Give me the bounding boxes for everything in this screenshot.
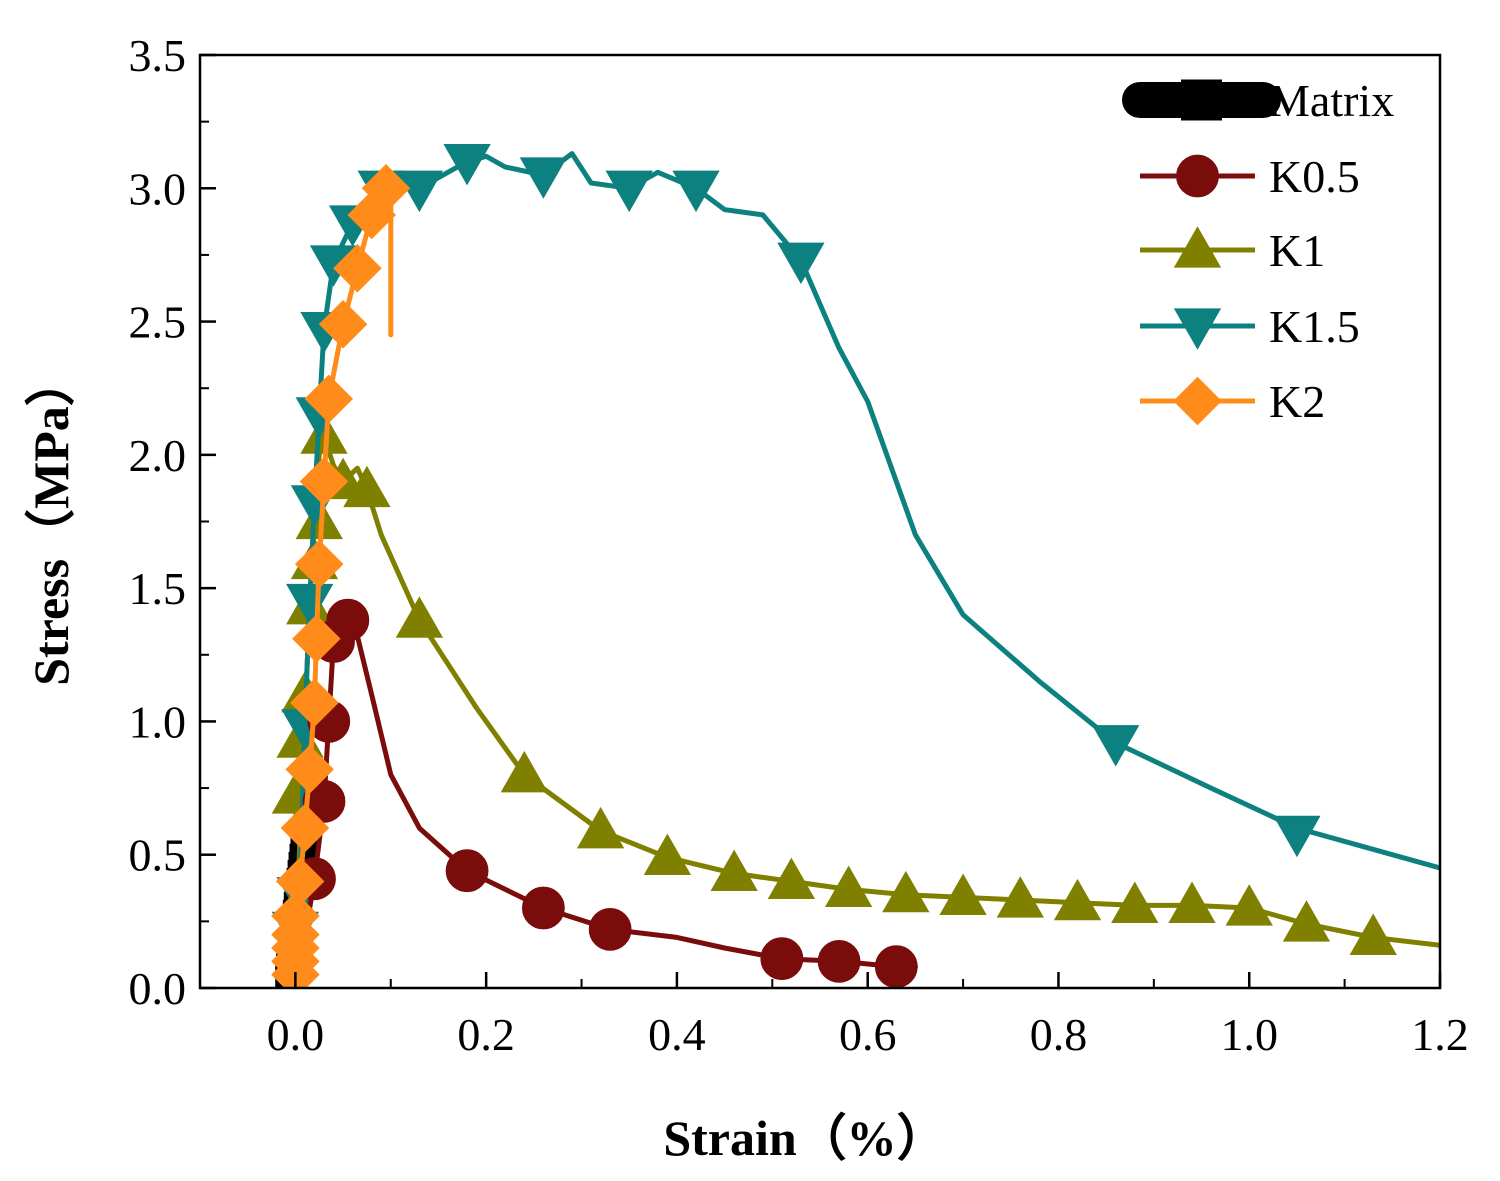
data-point <box>760 937 804 981</box>
data-point <box>275 857 325 906</box>
data-point <box>326 598 370 642</box>
data-point <box>576 806 625 849</box>
data-point <box>1273 815 1321 858</box>
series-k0-5 <box>292 598 918 988</box>
data-point <box>361 164 411 213</box>
x-tick-label: 0.0 <box>267 1009 325 1060</box>
legend-marker <box>1173 376 1222 426</box>
data-point <box>395 596 444 638</box>
legend-item-k0-5: K0.5 <box>1140 151 1360 202</box>
data-point <box>1225 884 1273 926</box>
legend-label: K2 <box>1269 376 1325 427</box>
series-k2 <box>271 164 411 988</box>
y-tick-label: 2.0 <box>129 430 187 481</box>
data-point <box>285 745 334 794</box>
y-tick-label: 1.5 <box>129 563 187 614</box>
legend-marker <box>1173 308 1222 350</box>
x-tick-label: 0.4 <box>648 1009 706 1060</box>
data-point <box>395 170 444 213</box>
legend-label: K0.5 <box>1269 151 1360 202</box>
data-point <box>824 865 873 907</box>
data-point <box>874 945 918 988</box>
data-point <box>817 939 861 983</box>
data-point <box>280 803 330 853</box>
data-point <box>271 891 320 941</box>
data-point <box>996 876 1044 918</box>
data-point <box>286 583 334 626</box>
data-point <box>445 849 489 893</box>
data-point <box>1111 881 1159 923</box>
legend-item-k1-5: K1.5 <box>1140 301 1360 352</box>
data-point <box>1053 878 1102 921</box>
y-axis-title: Stress（MPa） <box>23 356 79 686</box>
y-tick-label: 2.5 <box>129 297 187 348</box>
data-point <box>290 678 339 728</box>
legend-label: K1 <box>1269 225 1325 276</box>
data-point <box>443 144 491 186</box>
legend-marker <box>1181 79 1222 121</box>
data-point <box>1282 900 1331 942</box>
axis-ticks <box>199 53 1442 990</box>
data-point <box>643 833 692 875</box>
data-point <box>605 170 653 213</box>
data-point <box>318 299 368 349</box>
data-point <box>767 857 816 899</box>
legend-item-matrix: Matrix <box>1122 75 1394 126</box>
x-tick-label: 0.6 <box>839 1009 897 1060</box>
data-point <box>588 907 632 951</box>
legend-marker <box>1173 226 1222 268</box>
legend-label: K1.5 <box>1269 301 1360 352</box>
data-point <box>777 242 825 285</box>
legend-label: Matrix <box>1269 75 1394 126</box>
legend-item-k1: K1 <box>1140 225 1325 276</box>
legend-item-k2: K2 <box>1140 376 1325 427</box>
y-tick-label: 0.0 <box>129 963 187 1014</box>
data-point <box>882 870 930 913</box>
data-point <box>500 750 548 793</box>
data-point <box>710 849 758 891</box>
data-point <box>1168 881 1216 923</box>
data-point <box>333 243 382 293</box>
series-layer <box>271 144 1440 988</box>
legend-marker <box>1176 154 1219 198</box>
data-point <box>1092 725 1140 767</box>
y-tick-label: 1.0 <box>129 696 187 747</box>
data-point <box>294 539 344 589</box>
series-k1 <box>271 412 1440 978</box>
y-tick-label: 3.5 <box>129 30 187 81</box>
x-tick-label: 0.2 <box>457 1009 515 1060</box>
data-point <box>299 457 349 506</box>
data-point <box>302 780 346 823</box>
series-line <box>292 433 1440 978</box>
x-tick-label: 1.2 <box>1411 1009 1469 1060</box>
data-point <box>519 157 568 199</box>
legend: Matrix K0.5 K1 K1.5 K2 <box>1122 75 1394 427</box>
data-point <box>1349 913 1397 955</box>
data-point <box>343 465 391 508</box>
data-point <box>672 170 720 213</box>
y-tick-label: 0.5 <box>129 830 187 881</box>
y-tick-label: 3.0 <box>129 163 187 214</box>
data-point <box>939 873 987 915</box>
data-point <box>292 614 341 664</box>
x-tick-label: 1.0 <box>1220 1009 1278 1060</box>
x-tick-label: 0.8 <box>1030 1009 1088 1060</box>
x-axis-title: Strain（%） <box>663 1110 946 1166</box>
data-point <box>304 374 354 424</box>
data-point <box>521 886 565 930</box>
tick-labels: 0.0 0.2 0.4 0.6 0.8 1.0 1.2 0.0 0.5 1.0 1.5 2.0 2.5 3… <box>129 30 1469 1060</box>
